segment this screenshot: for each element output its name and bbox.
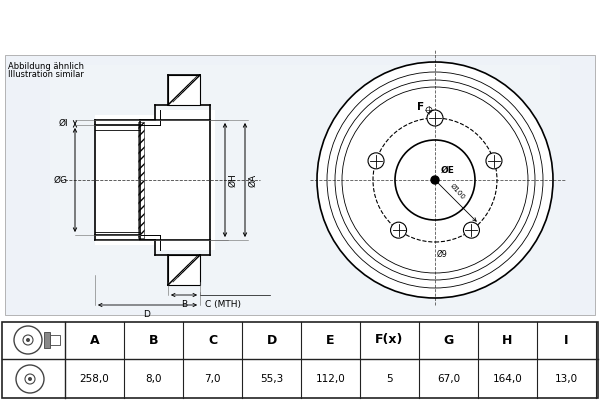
Text: 24.0108-0111.1    408111: 24.0108-0111.1 408111 (150, 15, 450, 35)
Circle shape (427, 110, 443, 126)
Text: ØH: ØH (228, 173, 237, 187)
Text: C (MTH): C (MTH) (205, 300, 241, 309)
Text: Ø9: Ø9 (437, 250, 448, 259)
Circle shape (368, 153, 384, 169)
Bar (155, 110, 215, 250)
Text: 55,3: 55,3 (260, 374, 283, 384)
Circle shape (317, 62, 553, 298)
Circle shape (463, 222, 479, 238)
Text: B: B (149, 334, 158, 346)
Text: E: E (326, 334, 335, 346)
Bar (50, 335, 60, 345)
Text: D: D (143, 310, 151, 319)
Bar (50, 65, 560, 310)
Bar (168, 255, 200, 285)
Circle shape (26, 338, 30, 342)
Circle shape (391, 222, 407, 238)
Text: 164,0: 164,0 (493, 374, 523, 384)
Text: G: G (443, 334, 454, 346)
Text: I: I (564, 334, 569, 346)
Text: ØA: ØA (248, 174, 257, 186)
Text: H: H (502, 334, 512, 346)
Circle shape (486, 153, 502, 169)
Text: Abbildung ähnlich: Abbildung ähnlich (8, 62, 84, 71)
Text: 7,0: 7,0 (204, 374, 221, 384)
Text: 5: 5 (386, 374, 393, 384)
Text: 258,0: 258,0 (80, 374, 109, 384)
Text: ØG: ØG (54, 176, 68, 184)
Text: C: C (208, 334, 217, 346)
Bar (168, 75, 200, 105)
Text: ØI: ØI (58, 118, 68, 128)
Text: F: F (418, 102, 425, 112)
Text: Illustration similar: Illustration similar (8, 70, 84, 79)
Text: Ø100: Ø100 (449, 183, 466, 201)
Text: D: D (266, 334, 277, 346)
Bar (138, 122, 144, 238)
Circle shape (28, 377, 32, 381)
Text: 67,0: 67,0 (437, 374, 460, 384)
Bar (95, 115, 210, 245)
Text: F(x): F(x) (376, 334, 404, 346)
Text: 13,0: 13,0 (555, 374, 578, 384)
Text: A: A (89, 334, 100, 346)
Text: 112,0: 112,0 (316, 374, 346, 384)
Text: 8,0: 8,0 (145, 374, 162, 384)
Bar (44, 332, 50, 348)
Text: ØE: ØE (441, 166, 455, 175)
Circle shape (431, 176, 439, 184)
Text: B: B (181, 300, 187, 309)
